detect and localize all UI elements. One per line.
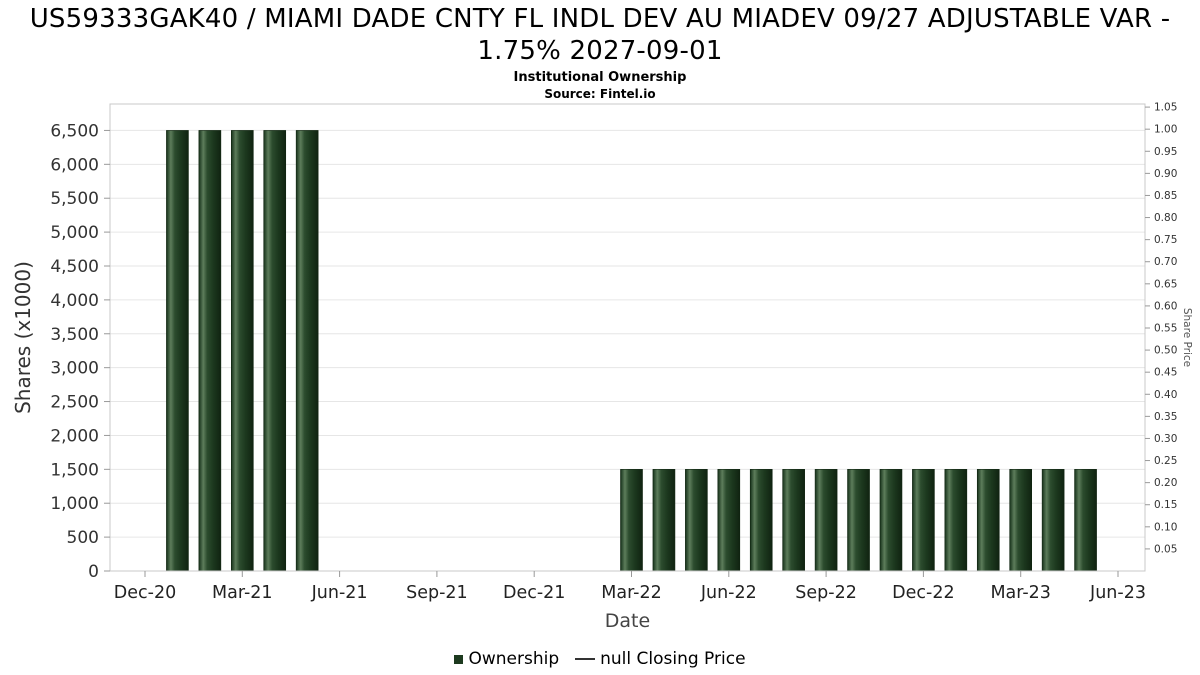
right-tick-label: 0.40 bbox=[1154, 389, 1177, 401]
ownership-bar[interactable] bbox=[295, 130, 319, 572]
legend-label-ownership: Ownership bbox=[468, 649, 560, 669]
ownership-bar[interactable] bbox=[263, 130, 287, 572]
right-tick-label: 0.60 bbox=[1154, 300, 1177, 312]
ownership-series-marker-icon bbox=[454, 654, 464, 664]
right-tick-label: 0.25 bbox=[1154, 455, 1177, 467]
legend-label-closing-price: null Closing Price bbox=[600, 649, 746, 669]
ownership-bar[interactable] bbox=[782, 469, 805, 572]
right-tick-label: 0.30 bbox=[1154, 433, 1177, 445]
left-tick-label: 1,000 bbox=[50, 494, 99, 514]
closing-price-series-marker-icon bbox=[575, 658, 596, 660]
right-tick-label: 0.75 bbox=[1154, 234, 1177, 246]
right-tick-label: 0.05 bbox=[1154, 543, 1177, 555]
ownership-bar[interactable] bbox=[1041, 469, 1065, 572]
ownership-bar[interactable] bbox=[652, 469, 676, 572]
ownership-bar[interactable] bbox=[944, 469, 968, 572]
right-tick-label: 1.05 bbox=[1154, 102, 1177, 114]
right-tick-label: 0.20 bbox=[1154, 477, 1177, 489]
right-tick-label: 0.55 bbox=[1154, 323, 1177, 335]
left-tick-label: 4,000 bbox=[50, 291, 99, 311]
x-tick-label: Jun-21 bbox=[311, 583, 368, 603]
ownership-bar[interactable] bbox=[1074, 469, 1097, 572]
ownership-bar[interactable] bbox=[1009, 469, 1033, 572]
left-tick-label: 4,500 bbox=[50, 257, 99, 277]
ownership-bar[interactable] bbox=[879, 469, 903, 572]
right-tick-label: 0.35 bbox=[1154, 411, 1177, 423]
legend: Ownership null Closing Price bbox=[0, 649, 1200, 669]
left-tick-label: 3,000 bbox=[50, 359, 99, 379]
legend-item-closing-price[interactable]: null Closing Price bbox=[575, 649, 746, 669]
ownership-bar[interactable] bbox=[912, 469, 935, 572]
ownership-bar[interactable] bbox=[231, 130, 254, 572]
left-tick-label: 5,500 bbox=[50, 189, 99, 209]
x-tick-label: Dec-22 bbox=[892, 583, 954, 603]
left-tick-label: 3,500 bbox=[50, 325, 99, 345]
left-axis-title: Shares (x1000) bbox=[11, 261, 35, 414]
left-tick-label: 5,000 bbox=[50, 223, 99, 243]
x-tick-label: Sep-22 bbox=[795, 583, 857, 603]
x-tick-label: Mar-22 bbox=[601, 583, 661, 603]
ownership-bar[interactable] bbox=[847, 469, 870, 572]
right-tick-label: 0.85 bbox=[1154, 190, 1177, 202]
x-tick-label: Jun-22 bbox=[700, 583, 757, 603]
x-tick-label: Mar-23 bbox=[990, 583, 1050, 603]
right-tick-label: 0.95 bbox=[1154, 146, 1177, 158]
ownership-bar[interactable] bbox=[749, 469, 773, 572]
x-tick-label: Mar-21 bbox=[212, 583, 272, 603]
ownership-bar[interactable] bbox=[166, 130, 189, 572]
x-tick-label: Dec-20 bbox=[114, 583, 176, 603]
right-tick-label: 0.10 bbox=[1154, 521, 1177, 533]
x-axis-title: Date bbox=[605, 610, 650, 632]
right-axis-title: Share Price bbox=[1181, 308, 1193, 367]
chart-subtitle: Institutional Ownership bbox=[513, 70, 687, 86]
left-tick-label: 2,000 bbox=[50, 426, 99, 446]
right-tick-label: 0.65 bbox=[1154, 278, 1177, 290]
left-tick-label: 6,500 bbox=[50, 121, 99, 141]
left-tick-label: 2,500 bbox=[50, 393, 99, 413]
ownership-bar[interactable] bbox=[620, 469, 643, 572]
left-tick-label: 6,000 bbox=[50, 155, 99, 175]
legend-item-ownership[interactable]: Ownership bbox=[454, 649, 559, 669]
chart-title: US59333GAK40 / MIAMI DADE CNTY FL INDL D… bbox=[29, 4, 1171, 66]
right-tick-label: 0.15 bbox=[1154, 499, 1177, 511]
left-tick-label: 1,500 bbox=[50, 460, 99, 480]
right-tick-label: 0.80 bbox=[1154, 212, 1177, 224]
right-tick-label: 1.00 bbox=[1154, 124, 1177, 136]
ownership-bar[interactable] bbox=[717, 469, 741, 572]
x-tick-label: Sep-21 bbox=[406, 583, 468, 603]
plot-border bbox=[109, 103, 1146, 572]
right-tick-label: 0.45 bbox=[1154, 367, 1177, 379]
right-tick-label: 0.70 bbox=[1154, 256, 1177, 268]
ownership-bar[interactable] bbox=[198, 130, 222, 572]
right-tick-label: 0.50 bbox=[1154, 345, 1177, 357]
x-tick-label: Jun-23 bbox=[1089, 583, 1146, 603]
right-tick-label: 0.90 bbox=[1154, 168, 1177, 180]
chart-source: Source: Fintel.io bbox=[544, 87, 656, 102]
left-tick-label: 500 bbox=[67, 528, 99, 548]
left-tick-label: 0 bbox=[88, 562, 99, 582]
ownership-bar[interactable] bbox=[685, 469, 708, 572]
x-tick-label: Dec-21 bbox=[503, 583, 565, 603]
ownership-bar[interactable] bbox=[976, 469, 1000, 572]
chart-header: US59333GAK40 / MIAMI DADE CNTY FL INDL D… bbox=[0, 4, 1200, 101]
ownership-bar[interactable] bbox=[814, 469, 838, 572]
